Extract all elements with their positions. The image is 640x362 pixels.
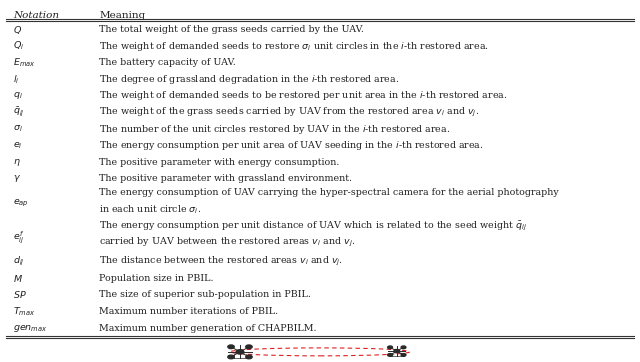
Circle shape — [236, 350, 244, 354]
Text: $\eta$: $\eta$ — [13, 157, 20, 168]
Text: The weight of the grass seeds carried by UAV from the restored area $v_i$ and $v: The weight of the grass seeds carried by… — [99, 106, 479, 119]
Text: $SP$: $SP$ — [13, 289, 26, 300]
Text: The positive parameter with energy consumption.: The positive parameter with energy consu… — [99, 158, 340, 167]
Text: Maximum number generation of CHAPBILM.: Maximum number generation of CHAPBILM. — [99, 324, 317, 333]
Text: Notation: Notation — [13, 11, 59, 20]
Circle shape — [388, 346, 392, 349]
Text: The size of superior sub-population in PBIL.: The size of superior sub-population in P… — [99, 290, 311, 299]
Circle shape — [246, 345, 252, 349]
Text: Maximum number iterations of PBIL.: Maximum number iterations of PBIL. — [99, 307, 278, 316]
Text: $\sigma_i$: $\sigma_i$ — [13, 124, 22, 134]
Text: $Q$: $Q$ — [13, 24, 22, 35]
Text: $q_i$: $q_i$ — [13, 90, 22, 101]
Text: The weight of demanded seeds to be restored per unit area in the $i$-th restored: The weight of demanded seeds to be resto… — [99, 89, 508, 102]
Circle shape — [246, 355, 252, 359]
Text: The weight of demanded seeds to restore $\sigma_i$ unit circles in the $i$-th re: The weight of demanded seeds to restore … — [99, 40, 489, 53]
Text: $\gamma$: $\gamma$ — [13, 173, 21, 184]
Circle shape — [228, 345, 234, 349]
Text: $Q_i$: $Q_i$ — [13, 40, 24, 52]
Text: $l_i$: $l_i$ — [13, 73, 19, 86]
Circle shape — [401, 346, 406, 349]
Text: $e_{ij}^f$: $e_{ij}^f$ — [13, 229, 24, 245]
Text: Meaning: Meaning — [99, 11, 145, 20]
Text: $e_{ap}$: $e_{ap}$ — [13, 198, 29, 209]
Text: $E_{max}$: $E_{max}$ — [13, 56, 35, 69]
Text: The battery capacity of UAV.: The battery capacity of UAV. — [99, 58, 236, 67]
Circle shape — [228, 355, 234, 359]
Text: The total weight of the grass seeds carried by the UAV.: The total weight of the grass seeds carr… — [99, 25, 364, 34]
Text: $\bar{q}_{ij}$: $\bar{q}_{ij}$ — [13, 106, 24, 119]
Text: The energy consumption per unit distance of UAV which is related to the seed wei: The energy consumption per unit distance… — [99, 219, 527, 233]
Text: $d_{ij}$: $d_{ij}$ — [13, 255, 24, 268]
Text: The distance between the restored areas $v_i$ and $v_j$.: The distance between the restored areas … — [99, 255, 343, 268]
Text: $gen_{max}$: $gen_{max}$ — [13, 323, 47, 333]
Circle shape — [388, 354, 392, 356]
Text: The energy consumption per unit area of UAV seeding in the $i$-th restored area.: The energy consumption per unit area of … — [99, 139, 484, 152]
Circle shape — [401, 354, 406, 356]
Text: The energy consumption of UAV carrying the hyper-spectral camera for the aerial : The energy consumption of UAV carrying t… — [99, 188, 559, 197]
Text: The degree of grassland degradation in the $i$-th restored area.: The degree of grassland degradation in t… — [99, 73, 399, 86]
Text: in each unit circle $\sigma_i$.: in each unit circle $\sigma_i$. — [99, 203, 202, 216]
Text: $T_{max}$: $T_{max}$ — [13, 305, 35, 318]
Circle shape — [394, 350, 400, 353]
Text: carried by UAV between the restored areas $v_i$ and $v_j$.: carried by UAV between the restored area… — [99, 236, 356, 249]
Text: Population size in PBIL.: Population size in PBIL. — [99, 274, 214, 283]
Text: $e_i$: $e_i$ — [13, 140, 22, 151]
Text: $M$: $M$ — [13, 273, 23, 284]
Text: The positive parameter with grassland environment.: The positive parameter with grassland en… — [99, 174, 352, 183]
Text: The number of the unit circles restored by UAV in the $i$-th restored area.: The number of the unit circles restored … — [99, 123, 451, 136]
